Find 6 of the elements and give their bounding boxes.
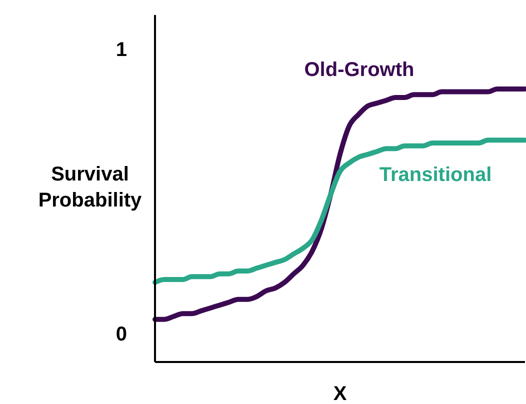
y-axis-title: Survival Probability	[38, 164, 143, 212]
y-tick-label: 1	[116, 39, 127, 62]
x-axis-title: X	[333, 383, 348, 404]
series-label: Old-Growth	[304, 58, 414, 81]
y-tick-label: 0	[116, 324, 127, 346]
series-label: Transitional	[379, 164, 492, 186]
